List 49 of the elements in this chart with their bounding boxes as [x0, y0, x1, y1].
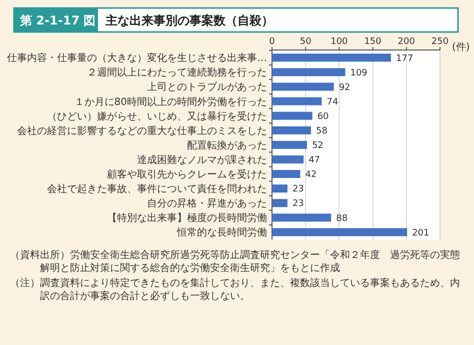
x-tick-label: 0 — [269, 37, 276, 47]
bar — [272, 214, 332, 222]
data-label: 47 — [308, 156, 320, 166]
text: 第 2-1-17 図 主な出来事別の事案数（自殺） — [19, 14, 274, 28]
x-tick-label: 50 — [300, 37, 312, 47]
bar — [272, 82, 334, 91]
data-label: 92 — [338, 82, 350, 93]
data-label: 88 — [336, 214, 348, 224]
y-tick-label: ２週間以上にわたって連続勤務を行った — [87, 66, 267, 79]
y-tick-label: （ひどい）嫌がらせ、いじめ、又は暴行を受けた — [47, 110, 267, 122]
y-tick-label: 配置転換があった — [187, 139, 267, 152]
y-tick-label: 【特別な出来事】極度の長時間労働 — [107, 212, 267, 224]
bar — [272, 199, 288, 208]
data-label: 58 — [316, 126, 328, 137]
x-tick-label: 150 — [364, 37, 382, 47]
y-tick-label: 上司とのトラブルがあった — [147, 81, 267, 94]
data-label: 201 — [412, 228, 430, 238]
y-tick-label: 顧客や取引先からクレームを受けた — [107, 168, 267, 180]
bar — [272, 170, 300, 178]
x-tick-label: 100 — [330, 37, 348, 47]
bar — [272, 155, 304, 164]
x-tick-label: 200 — [398, 37, 416, 47]
text: （資料出所）労働安全衛生総合研究所過労死等防止調査研究センター「令和２年度 過労死等の実態解明と防止対策に関する総合的な労働安全衛生研究」をもとに作成 — [10, 248, 460, 274]
data-label: 74 — [326, 97, 338, 108]
bar — [272, 184, 288, 193]
data-label: 177 — [396, 54, 414, 64]
y-tick-label: 仕事内容・仕事量の（大きな）変化を生じさせる出来事… — [7, 52, 267, 64]
bar — [272, 54, 391, 62]
data-label: 23 — [292, 199, 304, 210]
bar — [272, 126, 311, 134]
bar — [272, 97, 322, 106]
x-tick-label: 250 — [431, 37, 449, 47]
bar — [272, 228, 408, 236]
bar — [272, 140, 307, 149]
data-label: 23 — [292, 184, 304, 195]
y-tick-label: １か月に80時間以上の時間外労働を行った — [74, 96, 267, 108]
text: （注）調査資料により特定できたものを集計しており、また、複数該当している事案もあるため、内訳の合計が事案の合計と必ずしも一致しない。 — [10, 276, 460, 302]
bar — [272, 112, 312, 120]
y-tick-label: 恒常的な長時間労働 — [176, 226, 267, 239]
bar — [272, 68, 346, 76]
data-label: 42 — [305, 170, 317, 180]
data-label: 52 — [312, 141, 324, 152]
data-label: 60 — [317, 112, 330, 122]
y-tick-label: 達成困難なノルマが課された — [137, 154, 267, 166]
data-label: 109 — [350, 68, 368, 78]
y-tick-label: 自分の昇格・昇進があった — [147, 198, 267, 210]
y-tick-label: 会社で起きた事故、事件について責任を問われた — [47, 183, 267, 196]
x-axis-title: (件) — [452, 42, 470, 53]
y-tick-label: 会社の経営に影響するなどの重大な仕事上のミスをした — [17, 124, 267, 137]
